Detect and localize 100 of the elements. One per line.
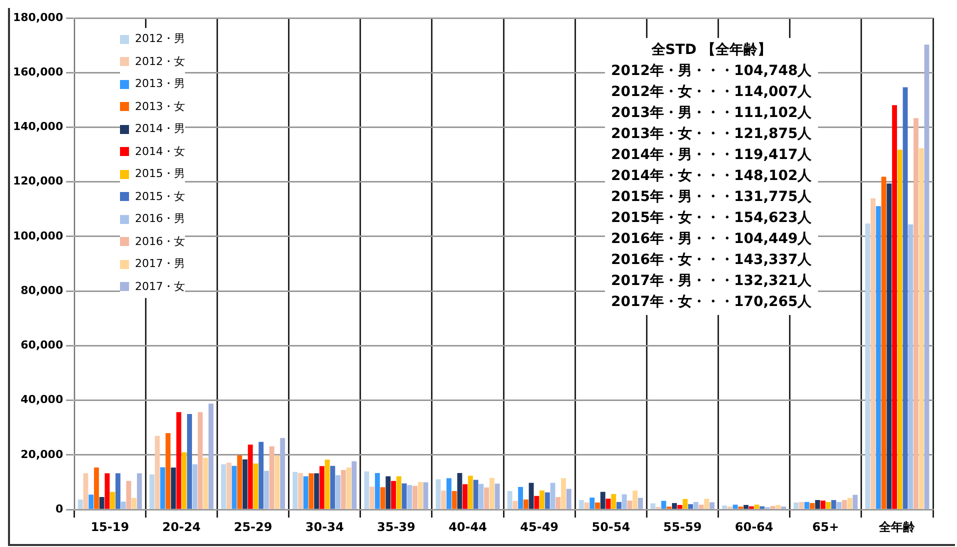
bar [264,470,269,509]
bar [489,478,494,509]
legend-label: 2014・男 [135,121,185,137]
bar [280,438,286,509]
bar [149,474,154,509]
bar [352,461,357,509]
annotation: 2013年・男・・・111,102人 [611,104,812,123]
x-tick-label: 35-39 [376,520,416,534]
legend-label: 2015・女 [135,188,185,204]
bar [441,490,446,509]
bar [902,87,908,509]
bar [826,502,831,509]
y-tick-label: 60,000 [20,338,64,352]
bar [88,494,94,509]
bar [600,492,606,509]
bar [237,455,242,509]
bar [892,105,897,509]
bar [418,482,423,509]
bar [616,502,622,509]
bar [820,500,826,509]
y-tick-label: 80,000 [20,284,64,297]
bar [682,498,688,509]
legend-label: 2016・女 [135,234,185,250]
x-tick-label: 55-59 [663,520,702,534]
x-tick-label: 60-64 [734,520,774,534]
annotation: 2017年・男・・・132,321人 [611,272,812,291]
bar [672,503,677,509]
bar [170,468,176,509]
y-tick-label: 140,000 [12,120,64,134]
bar [561,478,566,509]
bar [842,500,847,509]
bar [799,502,804,509]
annotation: 2015年・女・・・154,623人 [611,209,812,228]
y-tick-label: 40,000 [20,393,64,406]
bar [457,473,462,509]
bar [693,502,698,509]
legend-label: 2012・男 [135,31,185,47]
bar [132,498,137,509]
bar [550,482,556,509]
bar [396,476,402,509]
bar [176,412,182,509]
annotation: 全STD 【全年齢】 [650,41,772,60]
bar [78,499,83,509]
annotation: 2012年・男・・・104,748人 [611,62,812,81]
bar [303,476,308,509]
bar [710,502,714,509]
x-tick-label: 40-44 [448,520,487,534]
bar [364,471,370,509]
bar [534,496,540,509]
bar [744,504,748,509]
legend-label: 2012・女 [135,54,185,70]
y-tick-label: 20,000 [20,448,64,461]
bar [810,503,815,509]
bar [452,491,457,509]
bar [242,459,248,509]
bar [722,506,728,509]
bar [203,458,208,509]
bar [126,480,132,509]
bar [407,485,412,509]
bar [192,464,198,509]
bar [650,503,656,509]
bar [468,476,473,509]
legend-label: 2016・男 [135,211,185,227]
legend-label: 2015・男 [135,166,185,182]
bar [99,497,104,509]
bar [154,436,160,509]
bar [166,433,171,509]
bar [94,468,99,509]
annotation: 2014年・女・・・148,102人 [611,167,812,186]
x-tick-label: 全年齢 [878,520,916,534]
bar [258,442,264,509]
bar [494,484,500,509]
bar [248,444,253,509]
x-tick-label: 65+ [812,520,840,534]
bar [865,224,870,509]
bar [627,500,632,509]
bar [110,492,116,509]
bar [484,487,490,509]
bar [319,466,324,509]
bar [330,466,336,509]
annotation: 2016年・女・・・143,337人 [611,251,812,270]
bar [590,498,595,509]
bar [528,482,534,509]
annotation: 2014年・男・・・119,417人 [611,146,812,165]
x-tick-label: 50-54 [592,520,630,534]
legend-label: 2014・女 [135,144,185,160]
bar [688,504,694,509]
bar [794,502,799,509]
bar [886,183,892,509]
bar [83,473,88,509]
bar [160,467,166,509]
bar [518,486,524,509]
legend-label: 2013・男 [135,76,185,92]
legend-label: 2017・女 [135,278,185,294]
bar [544,492,550,509]
bar [340,470,346,509]
x-tick-label: 25-29 [234,520,272,534]
bar [391,480,396,509]
bar [423,482,428,509]
bar [462,484,468,509]
